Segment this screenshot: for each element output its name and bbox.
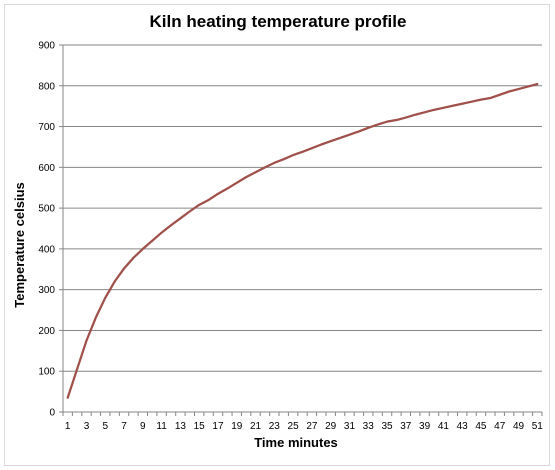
- data-point: [207, 199, 210, 201]
- data-point: [160, 231, 163, 234]
- data-point: [414, 113, 417, 116]
- data-point: [386, 120, 388, 123]
- data-point: [470, 100, 473, 103]
- data-point: [95, 316, 97, 319]
- data-point: [132, 257, 135, 259]
- gridlines: [63, 44, 542, 372]
- x-tick-label: 5: [102, 421, 108, 432]
- y-axis-title: Temperature celsius: [12, 182, 27, 307]
- x-tick-label: 19: [231, 421, 243, 432]
- x-tick-label: 9: [140, 421, 146, 432]
- data-point: [217, 193, 219, 195]
- series-line: [66, 83, 539, 399]
- x-tick-label: 25: [288, 421, 300, 432]
- x-tick-label: 29: [325, 421, 337, 432]
- data-point: [245, 176, 247, 178]
- data-point: [273, 162, 276, 164]
- data-point: [151, 239, 154, 242]
- data-point: [170, 224, 172, 227]
- data-point: [235, 182, 238, 184]
- data-point: [442, 106, 445, 109]
- data-point: [329, 140, 332, 143]
- data-point: [517, 88, 520, 90]
- data-point: [508, 90, 510, 93]
- data-point: [320, 143, 323, 146]
- data-point: [142, 248, 144, 250]
- data-point: [433, 109, 435, 111]
- data-point: [188, 210, 191, 213]
- data-point: [367, 126, 370, 129]
- data-point: [104, 297, 107, 299]
- x-tick-label: 37: [400, 421, 412, 432]
- data-point: [123, 267, 125, 270]
- x-tick-label: 23: [269, 421, 281, 432]
- y-tick-label: 900: [38, 41, 55, 52]
- data-point: [198, 204, 200, 206]
- y-tick-label: 200: [38, 326, 55, 337]
- y-tick-label: 100: [38, 367, 55, 378]
- x-tick-label: 17: [212, 421, 224, 432]
- data-point: [480, 98, 482, 101]
- data-point: [461, 102, 463, 105]
- data-point: [489, 97, 492, 99]
- data-point: [395, 119, 398, 121]
- data-point: [536, 83, 539, 85]
- x-tick-label: 21: [250, 421, 262, 432]
- x-tick-label: 7: [121, 421, 127, 432]
- chart-title: Kiln heating temperature profile: [150, 12, 407, 31]
- x-tick-label: 51: [532, 421, 544, 432]
- data-point: [451, 104, 454, 107]
- data-point: [254, 171, 257, 174]
- x-tick-label: 13: [175, 421, 187, 432]
- x-tick-label: 39: [419, 421, 431, 432]
- data-point: [113, 280, 116, 283]
- x-tick-label: 3: [84, 421, 90, 432]
- x-tick-label: 49: [513, 421, 525, 432]
- x-tick-label: 45: [475, 421, 487, 432]
- data-point: [282, 158, 285, 160]
- y-tick-label: 500: [38, 204, 55, 215]
- y-tick-label: 400: [38, 244, 55, 255]
- x-tick-label: 11: [156, 421, 167, 432]
- data-point: [264, 166, 266, 169]
- x-tick-label: 15: [194, 421, 206, 432]
- x-tick-label: 33: [363, 421, 375, 432]
- series-group: [66, 83, 539, 399]
- y-tick-label: 800: [38, 81, 55, 92]
- y-tick-label: 700: [38, 122, 55, 133]
- data-point: [301, 151, 304, 153]
- x-tick-label: 1: [65, 421, 71, 432]
- data-point: [376, 123, 379, 126]
- x-tick-label: 41: [438, 421, 450, 432]
- data-point: [423, 111, 426, 114]
- x-tick-label: 27: [306, 421, 318, 432]
- x-tick-label: 47: [494, 421, 506, 432]
- x-tick-label: 31: [344, 421, 356, 432]
- data-point: [179, 217, 182, 220]
- chart-frame: 0 100 200 300 400 500 600 700 800 900 1 3 5 7 9 11 13 15…: [4, 4, 550, 466]
- data-point: [311, 147, 313, 149]
- x-tick-label: 35: [381, 421, 393, 432]
- axes: [59, 44, 543, 416]
- x-tick-labels: 1 3 5 7 9 11 13 15 17 19 21 23 25 27 29 31 33 35 37 39 41 43 4…: [65, 421, 543, 432]
- x-tick-label: 43: [457, 421, 469, 432]
- data-point: [85, 339, 88, 342]
- data-point: [498, 93, 501, 96]
- data-point: [66, 396, 69, 399]
- data-point: [76, 368, 78, 370]
- x-axis-title: Time minutes: [254, 435, 338, 450]
- y-tick-labels: 0 100 200 300 400 500 600 700 800 900: [38, 41, 55, 419]
- data-point: [292, 154, 294, 156]
- data-point: [527, 85, 529, 88]
- data-point: [339, 137, 341, 139]
- data-point: [226, 187, 229, 190]
- data-point: [405, 116, 407, 119]
- data-point: [348, 133, 351, 136]
- y-tick-label: 0: [49, 408, 55, 419]
- y-tick-label: 300: [38, 285, 55, 296]
- data-point: [358, 130, 360, 133]
- y-tick-label: 600: [38, 163, 55, 174]
